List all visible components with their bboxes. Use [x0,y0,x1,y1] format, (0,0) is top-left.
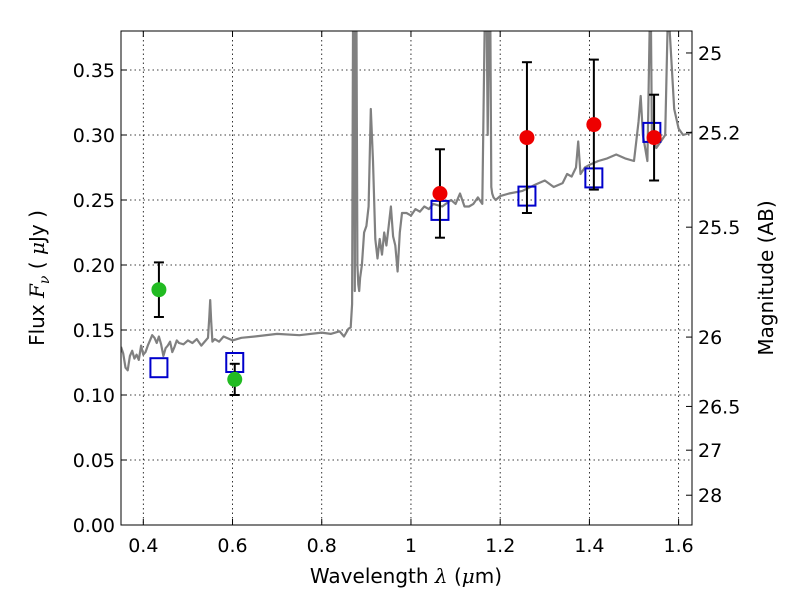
y-tick-label: 0.00 [73,515,115,537]
grid [121,31,692,526]
plot-frame [120,30,693,526]
right-tick-label: 25.5 [698,217,740,239]
y-tick-label: 0.15 [73,320,115,342]
x-axis-title: Wavelength λ (μm) [310,564,502,588]
model-spectrum-line [121,31,692,372]
y-axis-title: Flux Fν ( μJy ) [25,210,53,346]
x-tick-label: 0.4 [128,535,158,557]
observed-flux-point [227,371,243,387]
observed-flux-point [432,186,448,201]
x-tick-label: 0.8 [307,535,337,557]
right-tick-label: 26 [698,327,722,349]
observed-flux-point [519,130,535,146]
ticks [121,31,692,526]
right-tick-label: 26.5 [698,396,740,418]
y-tick-label: 0.05 [73,450,115,472]
x-tick-label: 1 [405,535,417,557]
y-tick-label: 0.10 [73,385,115,407]
right-axis-title: Magnitude (AB) [754,200,778,355]
y-tick-label: 0.30 [73,125,115,147]
x-tick-label: 1.2 [485,535,515,557]
x-tick-label: 1.4 [574,535,604,557]
y-tick-label: 0.35 [73,60,115,82]
observed-flux-point [586,117,602,133]
model-photometry-point [149,357,169,379]
observed-flux-point [646,130,662,146]
right-tick-label: 27 [698,440,722,462]
observed-flux-point [151,282,167,298]
right-tick-label: 28 [698,485,722,507]
tick-labels: 0.4 0.6 0.8 1 1.2 1.4 1.6 0.00 0.05 0.10 0.15 0.20 0… [73,43,741,557]
plot-area [121,31,692,396]
right-tick-label: 25 [698,43,722,65]
y-tick-label: 0.25 [73,190,115,212]
x-tick-label: 1.6 [664,535,694,557]
right-tick-label: 25.2 [698,122,740,144]
y-tick-label: 0.20 [73,255,115,277]
x-tick-label: 0.6 [217,535,247,557]
